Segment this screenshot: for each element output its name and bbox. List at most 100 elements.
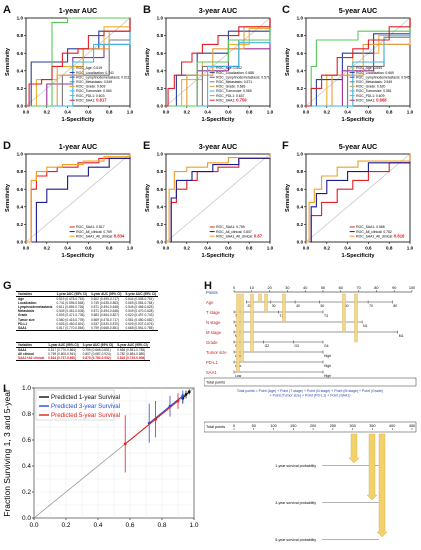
total-points-scale-box — [204, 421, 417, 433]
x-tick-label: 0.4 — [93, 522, 102, 529]
legend-entry-pdl1: ROC_PDL1: 0.637 — [216, 94, 244, 98]
panel-letter-a: A — [3, 4, 11, 16]
legend-entry-all_clinical: ROC_All_clinical: 0.782 — [356, 230, 392, 234]
x-tick-label: 0.0 — [163, 110, 170, 115]
table-cell: 0.611 (0.496-0.726) — [56, 305, 85, 310]
legend-entry-saa1: ROC_SAA1: 0.668 — [356, 97, 387, 102]
y-tick-label: 0.6 — [157, 51, 164, 56]
x-tick-label: 0.4 — [64, 110, 71, 115]
points-tick-label: 80 — [374, 286, 378, 290]
x-tick-label: 0.4 — [344, 246, 351, 251]
x-tick-label: 1.0 — [407, 246, 414, 251]
y-tick-label: 1.0 — [22, 385, 31, 392]
points-tick-label: 30 — [285, 286, 289, 290]
x-tick-label: 0.2 — [61, 522, 70, 529]
roc-curve-pdl1 — [26, 17, 130, 107]
panel-title-c: 5-year AUC — [339, 6, 377, 15]
table-cell: SAA1+All clinical — [16, 356, 47, 362]
table-cell: 0.817 (0.770-0.864) — [54, 325, 89, 331]
plot-frame — [165, 17, 271, 107]
legend-entry-saa1: ROC_SAA1: 0.817 — [76, 225, 105, 229]
legend-entry-tumorsize: ROC_Tumorsize: 0.581 — [356, 89, 392, 93]
y-tick-label: 0.4 — [297, 68, 304, 73]
table-cell: 0.668 (0.551-0.785) — [123, 325, 159, 331]
roc-curve-all_clinical — [166, 154, 271, 243]
y-tick-label: 0.6 — [297, 187, 304, 192]
table-row: Localization 0.741 (0.596-0.884) 0.749 (0.… — [16, 301, 158, 305]
y-tick-label: 1.0 — [157, 152, 164, 157]
table-cell: Localization — [18, 301, 37, 306]
variable-tick-label: N1 — [363, 324, 367, 328]
legend-entry-combined: ROC_SAA1_All_clinical: 0.87 — [216, 233, 263, 238]
panel-title-a: 1-year AUC — [59, 6, 97, 15]
survival-row-label: 5-year survival probability — [275, 538, 316, 542]
calibration-point-pred5 — [123, 442, 127, 446]
plot-frame — [305, 17, 411, 107]
legend-entry-saa1: ROC_SAA1: 0.759 — [216, 225, 245, 229]
x-tick-label: 0.8 — [246, 246, 253, 251]
legend-entry-lymph: ROC_Lymphnodemetastasis: 0.611 — [76, 75, 129, 79]
legend-entry-metastasis: ROC_Metastasis: 0.549 — [356, 80, 392, 84]
table-cell: 0.609 (0.537-0.676) — [125, 321, 154, 326]
y-tick-label: 0.0 — [157, 104, 164, 109]
total-points-scale-label: Total points — [206, 425, 225, 429]
legend-entry-saa1: ROC_SAA1: 0.817 — [76, 97, 107, 102]
roc-curve-saa1 — [166, 18, 271, 107]
legend-entry-localization: ROC_Localization: 0.688 — [216, 71, 254, 75]
table-cell: 0.549 (0.470-0.628) — [125, 309, 154, 314]
reference-diagonal — [305, 153, 411, 243]
table-cell: 0.769 (0.600-0.941) — [48, 352, 77, 357]
y-tick-label: 1.0 — [157, 16, 164, 21]
nomogram-row-label: PD-L1 — [206, 360, 219, 365]
legend-entry-pdl1: ROC_PDL1: 0.603 — [76, 94, 104, 98]
table-cell: Grade — [18, 313, 28, 318]
legend-entry-combined: ROC_SAA1_All_clinical: 0.816 — [356, 233, 405, 238]
x-tick-label: 0.0 — [23, 246, 30, 251]
x-tick-label: 0.2 — [44, 246, 51, 251]
table-cell: 0.759 (0.668-0.851) — [88, 325, 124, 331]
table-header-row: Variables 1-year AUC (95% CI) 3-year AUC (… — [16, 290, 159, 298]
table-row: Metastasis 0.549 (0.461-0.636) 0.571 (0.49… — [16, 309, 158, 313]
roc-curve-combined — [26, 154, 131, 243]
y-tick-label: 0.6 — [17, 187, 24, 192]
table-row: SAA1 0.817 (0.770-0.864) 0.759 (0.668-0.85… — [16, 325, 159, 331]
table-cell: 0.807 (0.687-0.924) — [82, 352, 111, 357]
x-tick-label: 1.0 — [127, 110, 134, 115]
y-tick-label: 0.8 — [297, 33, 304, 38]
formula-line-1: Total points = Point (Age) + Point (T st… — [237, 389, 383, 393]
y-tick-label: 0.0 — [297, 240, 304, 245]
auc-table-single: Variables 1-year AUC (95% CI) 3-year AUC (… — [16, 290, 159, 331]
table-cell: 0.619 (0.478-0.763) — [56, 297, 85, 302]
legend-entry-pdl1: ROC_PDL1: 0.609 — [356, 94, 384, 98]
variable-tick-label: G2 — [265, 344, 270, 348]
y-tick-label: 1.0 — [17, 16, 24, 21]
table-cell: SAA1 — [18, 348, 27, 353]
x-axis-label: 1-Specificity — [342, 117, 376, 123]
table-cell: 0.603 (0.450-0.801) — [56, 321, 85, 326]
total-tick-label: 450 — [409, 424, 415, 428]
total-points-box — [204, 377, 417, 387]
roc-curve-saa1 — [26, 18, 131, 107]
table-cell: 0.870 (0.784-0.952) — [80, 356, 116, 362]
table-cell: Metastasis — [18, 309, 35, 314]
variable-tick-label: T3 — [324, 314, 328, 318]
roc-curve-all_clinical — [26, 154, 131, 243]
legend-entry-pred5: Predicted 5-year Survival — [51, 412, 120, 419]
table-cell: 0.560 (0.416-0.705) — [56, 317, 85, 322]
x-tick-label: 0.2 — [44, 110, 51, 115]
calibration-point-pred5 — [154, 417, 158, 421]
panel-title-d: 1-year AUC — [59, 142, 97, 151]
x-axis-label: 1-Specificity — [62, 253, 96, 259]
y-tick-label: 0.8 — [157, 169, 164, 174]
table-cell: 0.571 (0.494-0.648) — [90, 309, 119, 314]
x-axis-label: 1-Specificity — [202, 253, 236, 259]
table-row: Age 0.619 (0.478-0.763) 0.602 (0.499-0.717… — [16, 297, 158, 302]
variable-tick-label: G4 — [324, 344, 329, 348]
points-tick-label: 70 — [356, 286, 360, 290]
roc-curve-saa1 — [306, 154, 411, 243]
variable-tick-label: 70 — [369, 304, 373, 308]
table-cell: 0.620 (0.497-0.743) — [125, 313, 154, 318]
reference-diagonal — [25, 153, 131, 243]
nomogram-row-label: N stage — [206, 320, 221, 325]
x-tick-label: 0.6 — [225, 246, 232, 251]
